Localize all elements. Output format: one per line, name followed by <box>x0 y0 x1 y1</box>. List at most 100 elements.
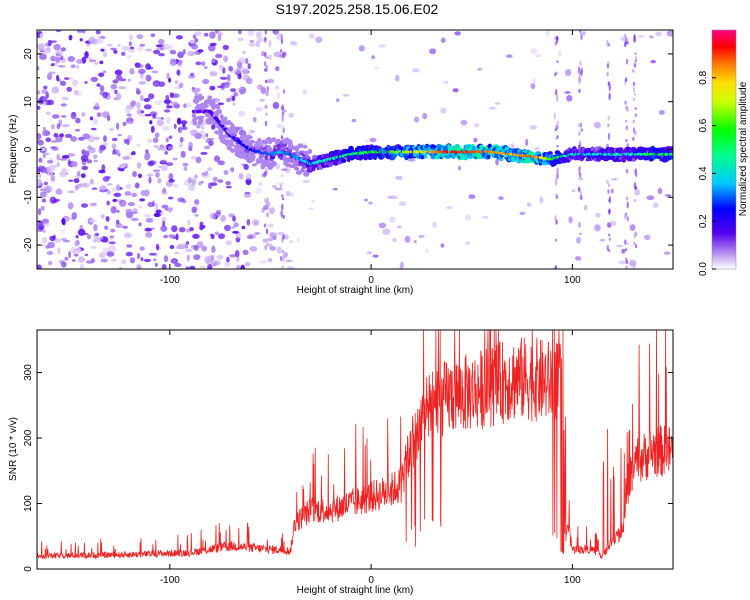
streak-blob <box>632 136 635 141</box>
noise-blob <box>277 231 285 236</box>
noise-blob <box>238 30 242 35</box>
x-tick-label: -100 <box>160 575 180 586</box>
noise-blob <box>71 161 78 167</box>
noise-blob <box>154 202 159 211</box>
noise-blob <box>366 251 373 255</box>
noise-blob <box>98 252 106 259</box>
noise-blob <box>364 198 368 202</box>
noise-blob <box>196 241 204 249</box>
noise-blob <box>161 204 169 209</box>
noise-blob <box>74 253 79 257</box>
streak-blob <box>263 61 267 67</box>
noise-blob <box>595 212 601 218</box>
noise-blob <box>140 257 144 262</box>
noise-blob <box>240 264 245 269</box>
streak-blob <box>282 127 285 134</box>
noise-blob <box>67 159 71 165</box>
noise-blob <box>102 91 108 99</box>
noise-blob <box>655 31 662 37</box>
noise-blob <box>130 46 134 50</box>
streak-blob <box>281 115 284 123</box>
ridge-halo <box>302 145 308 149</box>
noise-blob <box>51 140 59 143</box>
noise-blob <box>137 46 144 52</box>
noise-blob <box>194 38 199 43</box>
streak-blob <box>578 172 582 178</box>
noise-blob <box>91 187 98 191</box>
noise-blob <box>110 47 117 51</box>
noise-blob <box>440 107 447 114</box>
noise-blob <box>79 38 83 42</box>
noise-blob <box>126 54 132 59</box>
noise-blob <box>173 184 179 188</box>
streak-blob <box>280 210 283 218</box>
noise-blob <box>212 176 218 182</box>
noise-blob <box>565 69 572 76</box>
ridge-halo <box>486 154 491 159</box>
noise-blob <box>94 232 100 237</box>
noise-blob <box>47 159 54 164</box>
streak-blob <box>624 41 627 48</box>
noise-blob <box>93 159 99 163</box>
noise-blob <box>67 202 74 210</box>
noise-blob <box>189 72 195 77</box>
noise-blob <box>180 150 186 158</box>
noise-blob <box>84 150 90 157</box>
noise-blob <box>217 160 225 166</box>
noise-blob <box>519 211 526 216</box>
noise-blob <box>162 43 170 51</box>
noise-blob <box>57 247 61 255</box>
streak-blob <box>265 105 268 109</box>
noise-blob <box>90 202 97 207</box>
ridge-halo <box>216 109 222 114</box>
noise-blob <box>168 173 174 181</box>
noise-blob <box>145 231 153 238</box>
noise-blob <box>280 168 288 172</box>
noise-blob <box>51 124 55 130</box>
noise-blob <box>43 181 48 186</box>
noise-blob <box>618 260 626 265</box>
noise-blob <box>190 155 197 160</box>
noise-blob <box>594 224 601 232</box>
noise-blob <box>477 67 483 71</box>
noise-blob <box>178 142 184 148</box>
noise-blob <box>395 74 400 82</box>
noise-blob <box>57 65 66 68</box>
streak-blob <box>624 33 627 38</box>
noise-blob <box>42 237 48 244</box>
noise-blob <box>38 208 42 216</box>
streak-blob <box>266 241 269 247</box>
noise-blob <box>254 187 263 194</box>
streak-blob <box>282 214 285 219</box>
streak-blob <box>553 111 556 120</box>
ridge-halo <box>198 117 204 124</box>
noise-blob <box>131 217 139 222</box>
noise-blob <box>125 183 132 190</box>
noise-blob <box>254 232 261 235</box>
ridge-halo <box>255 160 261 165</box>
noise-blob <box>244 191 251 195</box>
noise-blob <box>217 34 222 42</box>
noise-blob <box>182 48 186 55</box>
noise-blob <box>164 151 168 155</box>
y-tick-label: -20 <box>23 237 34 252</box>
noise-blob <box>111 143 117 150</box>
noise-blob <box>261 51 265 57</box>
noise-blob <box>187 50 196 57</box>
noise-blob <box>576 236 581 244</box>
streak-blob <box>553 72 557 77</box>
streak-blob <box>266 196 269 203</box>
noise-blob <box>89 178 94 185</box>
streak-blob <box>633 242 636 245</box>
x-tick-label: 0 <box>368 275 374 286</box>
noise-blob <box>225 240 232 246</box>
noise-blob <box>200 123 205 131</box>
streak-blob <box>633 93 637 96</box>
noise-blob <box>84 253 89 257</box>
noise-blob <box>118 164 126 169</box>
noise-blob <box>98 236 104 240</box>
ridge-halo <box>257 138 262 143</box>
x-tick-label: 100 <box>564 275 581 286</box>
noise-blob <box>215 209 222 215</box>
noise-blob <box>237 37 244 41</box>
